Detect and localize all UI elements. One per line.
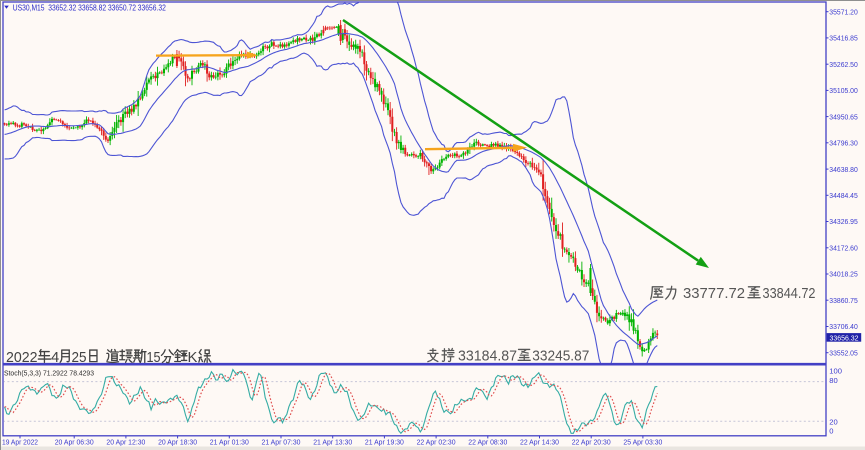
svg-text:33245.87: 33245.87 [532,349,589,365]
svg-text:2022: 2022 [6,350,38,366]
svg-text:19 Apr 2022: 19 Apr 2022 [2,437,38,446]
svg-text:33777.72: 33777.72 [683,286,745,302]
svg-text:35416.85: 35416.85 [829,34,858,43]
svg-text:K: K [188,350,198,366]
svg-text:21 Apr 07:30: 21 Apr 07:30 [262,437,301,446]
svg-text:22 Apr 20:30: 22 Apr 20:30 [572,437,611,446]
svg-text:Stoch(5,3,3) 71.2922 78.4293: Stoch(5,3,3) 71.2922 78.4293 [4,368,94,377]
svg-text:34018.25: 34018.25 [829,270,858,279]
svg-text:33656.32: 33656.32 [830,333,859,342]
svg-text:21 Apr 13:30: 21 Apr 13:30 [313,437,352,446]
svg-text:35262.50: 35262.50 [829,60,858,69]
svg-text:15: 15 [147,350,161,366]
svg-text:22 Apr 02:30: 22 Apr 02:30 [417,437,456,446]
svg-text:20 Apr 12:30: 20 Apr 12:30 [106,437,145,446]
svg-text:0: 0 [829,427,833,436]
svg-text:33184.87: 33184.87 [458,349,517,365]
svg-text:4: 4 [51,350,59,366]
svg-text:33552.05: 33552.05 [829,348,858,357]
svg-text:35105.00: 35105.00 [829,86,858,95]
svg-text:100: 100 [829,367,842,376]
svg-text:25: 25 [72,350,87,366]
svg-text:25 Apr 03:30: 25 Apr 03:30 [623,437,662,446]
svg-text:80: 80 [829,376,837,385]
svg-text:21 Apr 19:30: 21 Apr 19:30 [365,437,404,446]
svg-text:34638.80: 34638.80 [829,165,858,174]
svg-text:22 Apr 08:30: 22 Apr 08:30 [468,437,507,446]
svg-text:20: 20 [829,418,837,427]
svg-text:20 Apr 18:30: 20 Apr 18:30 [158,437,197,446]
svg-text:34484.45: 34484.45 [829,191,858,200]
svg-text:34950.65: 34950.65 [829,112,858,121]
svg-text:33860.75: 33860.75 [829,296,858,305]
svg-text:34326.95: 34326.95 [829,217,858,226]
svg-text:22 Apr 14:30: 22 Apr 14:30 [520,437,559,446]
svg-text:33844.72: 33844.72 [763,286,816,302]
svg-text:21 Apr 01:30: 21 Apr 01:30 [210,437,249,446]
svg-text:33706.40: 33706.40 [829,322,858,331]
svg-text:34172.60: 34172.60 [829,244,858,253]
svg-text:US30,M15 33652.32 33658.82 33: US30,M15 33652.32 33658.82 33650.72 3365… [13,4,166,13]
svg-text:34796.30: 34796.30 [829,139,858,148]
svg-text:20 Apr 06:30: 20 Apr 06:30 [55,437,94,446]
svg-text:35571.20: 35571.20 [829,7,858,16]
